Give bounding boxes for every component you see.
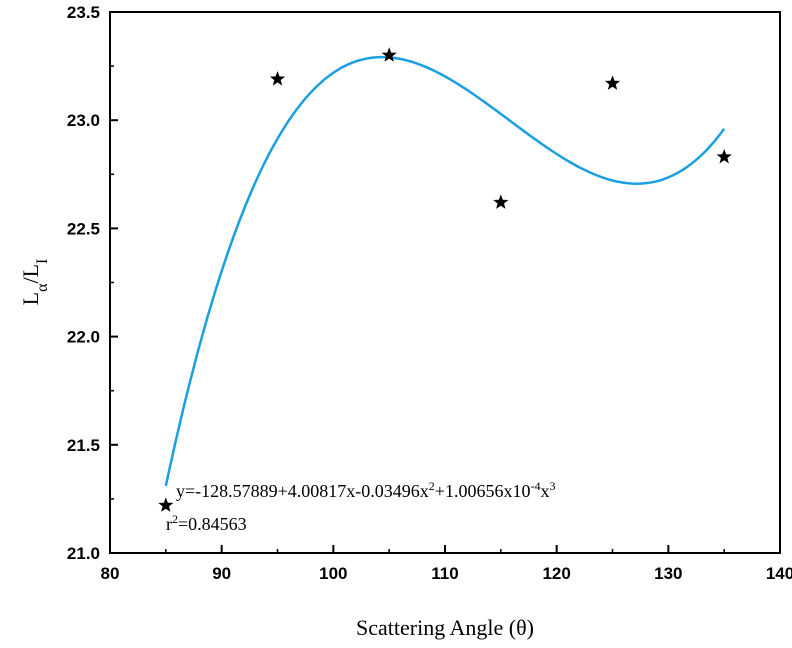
- y-tick-label: 21.5: [67, 436, 100, 455]
- data-point: [381, 47, 397, 62]
- y-axis: 21.0 21.5 22.0 22.5 23.0 23.5: [67, 3, 118, 563]
- data-point: [493, 194, 509, 209]
- x-axis: 80 90 100 110 120 130 140: [101, 545, 792, 583]
- y-tick-label: 22.5: [67, 219, 100, 238]
- y-tick-label: 23.5: [67, 3, 100, 22]
- equation-annotation: y=-128.57889+4.00817x-0.03496x2+1.00656x…: [176, 479, 555, 501]
- y-axis-title: Lα/LI: [18, 259, 51, 306]
- data-point: [269, 71, 286, 86]
- x-tick-label: 130: [654, 564, 682, 583]
- data-point: [158, 497, 174, 512]
- data-points: [158, 47, 732, 512]
- x-tick-label: 110: [431, 564, 458, 583]
- x-axis-title: Scattering Angle (θ): [356, 615, 534, 640]
- y-tick-label: 23.0: [67, 111, 100, 130]
- x-tick-label: 90: [212, 564, 231, 583]
- data-point: [716, 149, 732, 164]
- x-tick-label: 120: [542, 564, 570, 583]
- y-tick-label: 21.0: [67, 544, 100, 563]
- y-tick-label: 22.0: [67, 328, 100, 347]
- x-tick-label: 80: [101, 564, 120, 583]
- x-tick-label: 140: [766, 564, 792, 583]
- plot-frame: [109, 11, 781, 554]
- data-point: [604, 75, 621, 90]
- r-squared-annotation: r2=0.84563: [166, 512, 247, 534]
- fit-curve: [164, 55, 726, 487]
- x-tick-label: 100: [319, 564, 347, 583]
